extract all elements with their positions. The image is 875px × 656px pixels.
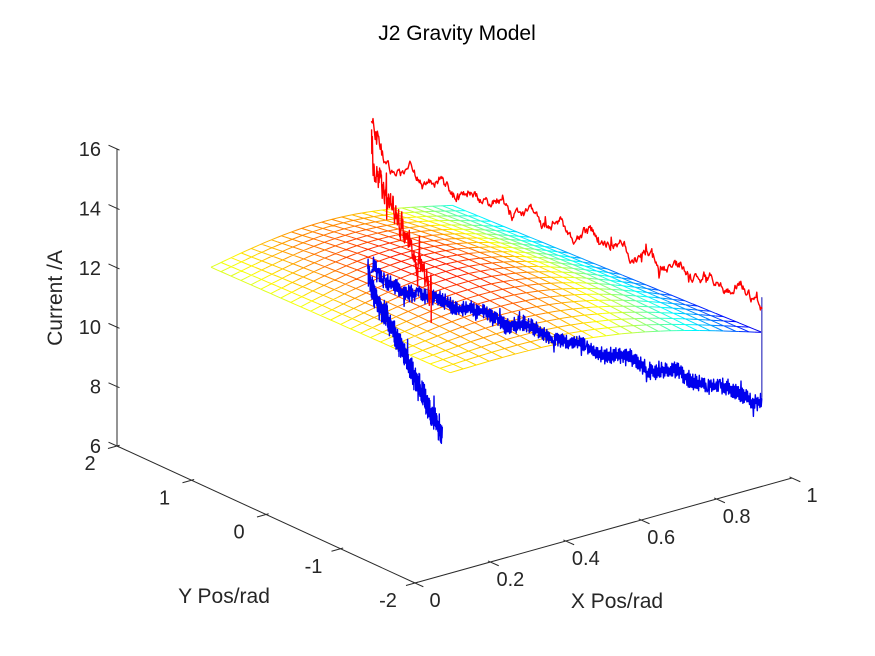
y-axis-tick-label: -2 (379, 590, 397, 612)
y-axis-tick (331, 547, 344, 552)
mesh-line-segments (210, 207, 622, 337)
mesh-line-segments (692, 303, 755, 333)
mesh-line-segments (220, 208, 614, 339)
x-axis-tick-label: 0 (429, 590, 440, 612)
measured-current-lower (370, 256, 763, 418)
mesh-line-segments (246, 211, 585, 362)
z-axis-tick (108, 204, 120, 210)
mesh-line-segments (422, 205, 661, 332)
y-axis-tick (182, 479, 195, 484)
x-axis-tick (563, 539, 575, 546)
model-surface-mesh (210, 204, 763, 374)
x-axis-tick-label: 1 (806, 485, 817, 507)
z-axis-tick-label: 6 (90, 436, 101, 458)
chart-title: J2 Gravity Model (378, 22, 536, 45)
x-axis-tick (713, 497, 726, 504)
z-axis-tick (108, 322, 120, 329)
x-axis-tick-label: 0.8 (723, 506, 751, 528)
axes (107, 144, 801, 588)
x-axis-label: X Pos/rad (571, 590, 663, 613)
z-axis-label: Current /A (44, 250, 67, 346)
x-axis-line (414, 477, 793, 584)
z-axis-tick-label: 16 (79, 139, 101, 161)
mesh-line-segments (322, 229, 527, 316)
y-axis-tick (405, 581, 418, 586)
z-axis-tick-label: 8 (90, 377, 101, 399)
mesh-line-segments (275, 216, 564, 342)
z-axis-tick (108, 144, 120, 151)
mesh-line-segments (428, 205, 669, 332)
measured-current-upper (370, 129, 432, 324)
mesh-line-segments (622, 274, 739, 332)
mesh-line-segments (259, 212, 576, 352)
mesh-line-segments (404, 206, 639, 334)
mesh-line-segments (715, 312, 750, 328)
x-axis-tick-label: 0.4 (572, 548, 600, 570)
mesh-line-segments (434, 205, 677, 332)
y-axis-tick-label: 2 (84, 453, 95, 475)
y-axis-label: Y Pos/rad (178, 585, 270, 608)
y-axis-tick-label: 1 (159, 487, 170, 509)
y-axis-tick (256, 513, 269, 518)
mesh-line-segments (240, 209, 595, 374)
y-axis-tick-label: 0 (233, 522, 244, 544)
measured-current-lower (367, 258, 443, 445)
mesh-line-segments (467, 211, 700, 331)
z-axis-tick-label: 10 (79, 317, 101, 339)
x-axis-tick (487, 560, 499, 567)
y-axis-tick-label: -1 (305, 556, 323, 578)
mesh-line-segments (452, 204, 692, 331)
z-axis-tick (108, 263, 120, 270)
z-axis-tick-label: 14 (79, 198, 101, 220)
measured-current-upper (370, 117, 763, 311)
z-axis-tick (108, 441, 120, 448)
mesh-line-segments (398, 207, 633, 335)
x-axis-tick-label: 0.6 (647, 527, 675, 549)
mesh-line-segments (537, 239, 716, 332)
x-axis-tick-label: 0.2 (496, 569, 524, 591)
data-traces (367, 117, 763, 445)
z-axis-tick-label: 12 (79, 258, 101, 280)
x-axis-tick (638, 518, 650, 525)
z-axis-tick (108, 382, 120, 389)
mesh-line-segments (669, 293, 747, 333)
x-axis-tick (789, 476, 801, 483)
